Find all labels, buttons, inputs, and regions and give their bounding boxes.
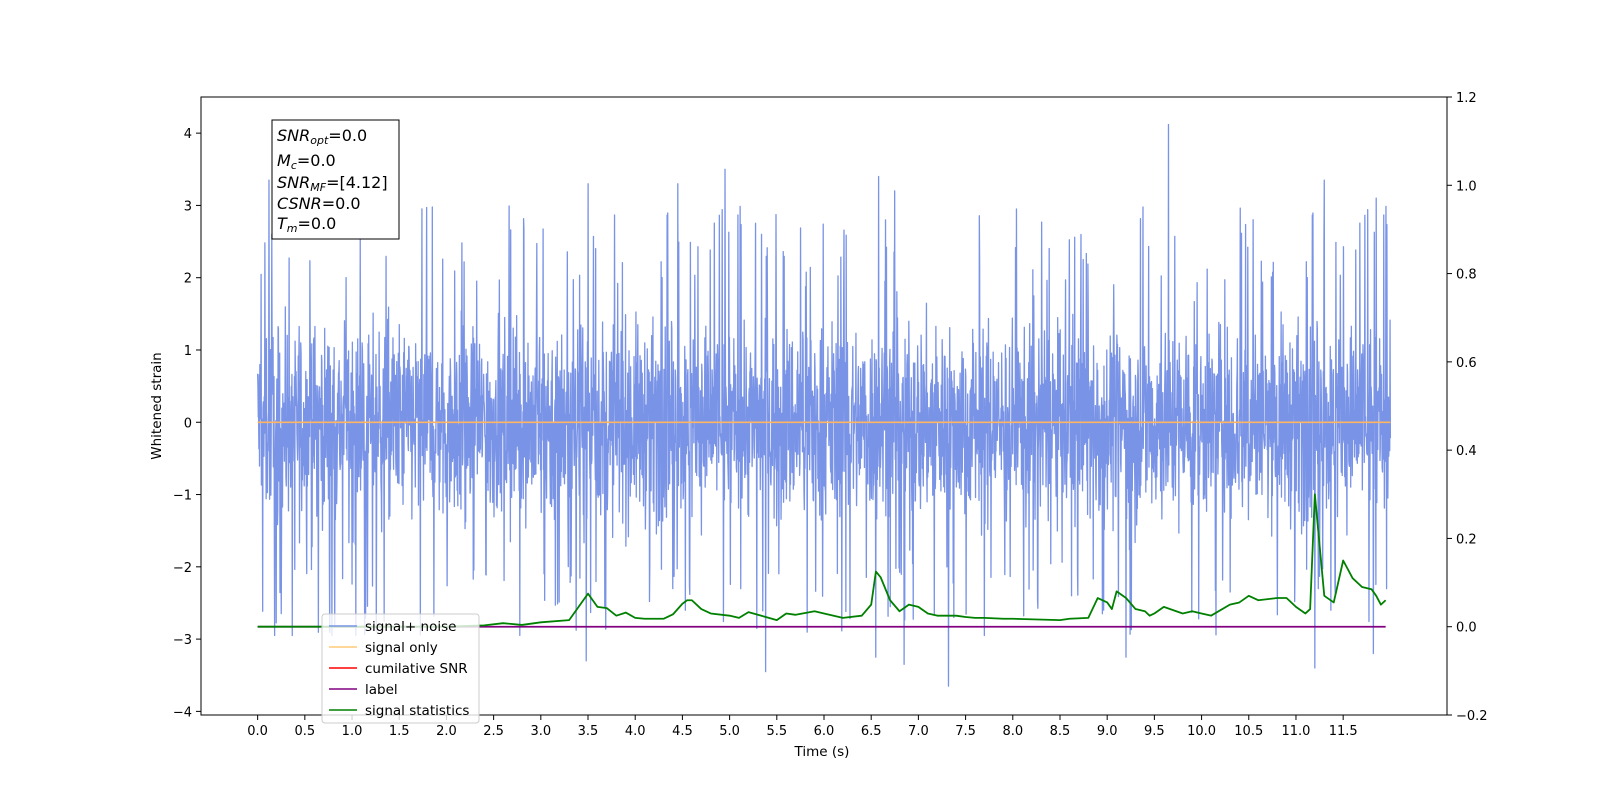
x-tick-label: 4.0 (625, 724, 646, 739)
x-tick-label: 6.5 (861, 724, 882, 739)
x-tick-label: 3.0 (530, 724, 551, 739)
y-left-tick-label: −2 (173, 561, 192, 576)
y-left-tick-label: 3 (184, 199, 192, 214)
x-tick-label: 6.0 (814, 724, 835, 739)
x-tick-label: 1.5 (389, 724, 410, 739)
x-tick-label: 3.5 (578, 724, 599, 739)
y-axis-label: Whitened strain (149, 352, 165, 459)
y-right-tick-label: 0.4 (1456, 444, 1477, 459)
legend: signal+ noise signal only cumilative SNR… (321, 613, 480, 724)
x-tick-label: 0.0 (247, 724, 268, 739)
x-tick-label: 10.5 (1234, 724, 1263, 739)
y-left-tick-label: 1 (184, 344, 192, 359)
x-tick-label: 5.0 (719, 724, 740, 739)
x-tick-label: 7.5 (955, 724, 976, 739)
x-tick-label: 1.0 (342, 724, 363, 739)
stat-tm: Tm=0.0 (277, 214, 336, 235)
x-tick-label: 11.0 (1281, 724, 1310, 739)
y-right-tick-label: 1.2 (1456, 91, 1477, 106)
x-tick-label: 2.5 (483, 724, 504, 739)
x-axis-label: Time (s) (794, 744, 850, 760)
series-signal-statistics (257, 493, 1387, 628)
legend-label-2: cumilative SNR (365, 661, 468, 677)
x-tick-label: 8.5 (1050, 724, 1071, 739)
y-left-tick-label: −1 (173, 489, 192, 504)
y-left-tick-label: −4 (173, 705, 192, 720)
stat-snr-opt: SNRopt=0.0 (277, 126, 367, 147)
y-right-tick-label: 1.0 (1456, 179, 1477, 194)
legend-label-0: signal+ noise (365, 619, 456, 635)
x-tick-label: 7.0 (908, 724, 929, 739)
y-right-tick-label: −0.2 (1456, 709, 1488, 724)
y-left-tick-label: 0 (184, 416, 192, 431)
y-right-tick-label: 0.2 (1456, 532, 1477, 547)
x-tick-label: 11.5 (1329, 724, 1358, 739)
y-right-tick-label: 0.6 (1456, 356, 1477, 371)
x-tick-label: 4.5 (672, 724, 693, 739)
x-tick-label: 9.0 (1097, 724, 1118, 739)
x-tick-label: 5.5 (766, 724, 787, 739)
x-tick-label: 0.5 (294, 724, 315, 739)
y-left-tick-label: 4 (184, 127, 192, 142)
y-left-tick-label: −3 (173, 633, 192, 648)
legend-frame (321, 613, 480, 724)
legend-label-1: signal only (365, 640, 438, 656)
stat-csnr: CSNR=0.0 (277, 194, 361, 213)
stat-mc: Mc=0.0 (277, 151, 336, 172)
legend-label-4: signal statistics (365, 703, 469, 719)
x-tick-label: 8.0 (1002, 724, 1023, 739)
y-right-tick-label: 0.8 (1456, 268, 1477, 283)
x-tick-label: 10.0 (1187, 724, 1216, 739)
x-tick-label: 9.5 (1144, 724, 1165, 739)
legend-label-3: label (365, 682, 398, 698)
annotation-box: SNRopt=0.0 Mc=0.0 SNRMF=[4.12] CSNR=0.0 … (271, 119, 400, 240)
stat-snr-mf: SNRMF=[4.12] (277, 173, 388, 194)
y-left-tick-label: 2 (184, 272, 192, 287)
x-tick-label: 2.0 (436, 724, 457, 739)
y-right-tick-label: 0.0 (1456, 621, 1477, 636)
